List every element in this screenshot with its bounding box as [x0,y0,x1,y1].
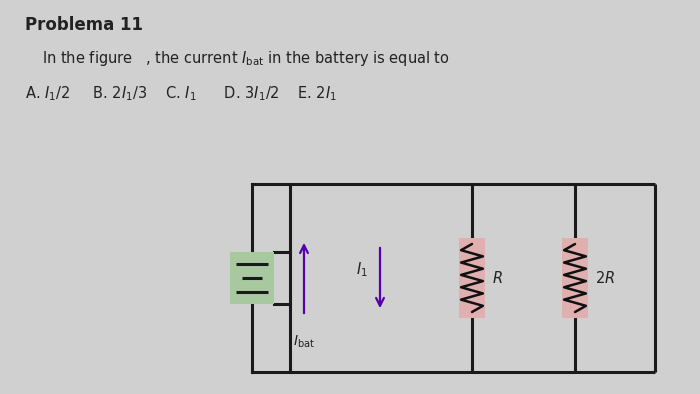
Text: $R$: $R$ [492,270,503,286]
Text: Problema 11: Problema 11 [25,16,143,34]
Text: $I_{\rm bat}$: $I_{\rm bat}$ [293,334,315,350]
Text: A. $I_1/2$     B. $2I_1/3$    C. $I_1$      D. $3I_1/2$    E. $2I_1$: A. $I_1/2$ B. $2I_1/3$ C. $I_1$ D. $3I_1… [25,84,337,103]
Text: $2R$: $2R$ [595,270,615,286]
Text: In the figure   , the current $I_{\rm bat}$ in the battery is equal to: In the figure , the current $I_{\rm bat}… [42,49,450,68]
Bar [230,252,274,304]
Text: $I_1$: $I_1$ [356,261,368,279]
Bar [562,238,588,318]
Bar [459,238,485,318]
